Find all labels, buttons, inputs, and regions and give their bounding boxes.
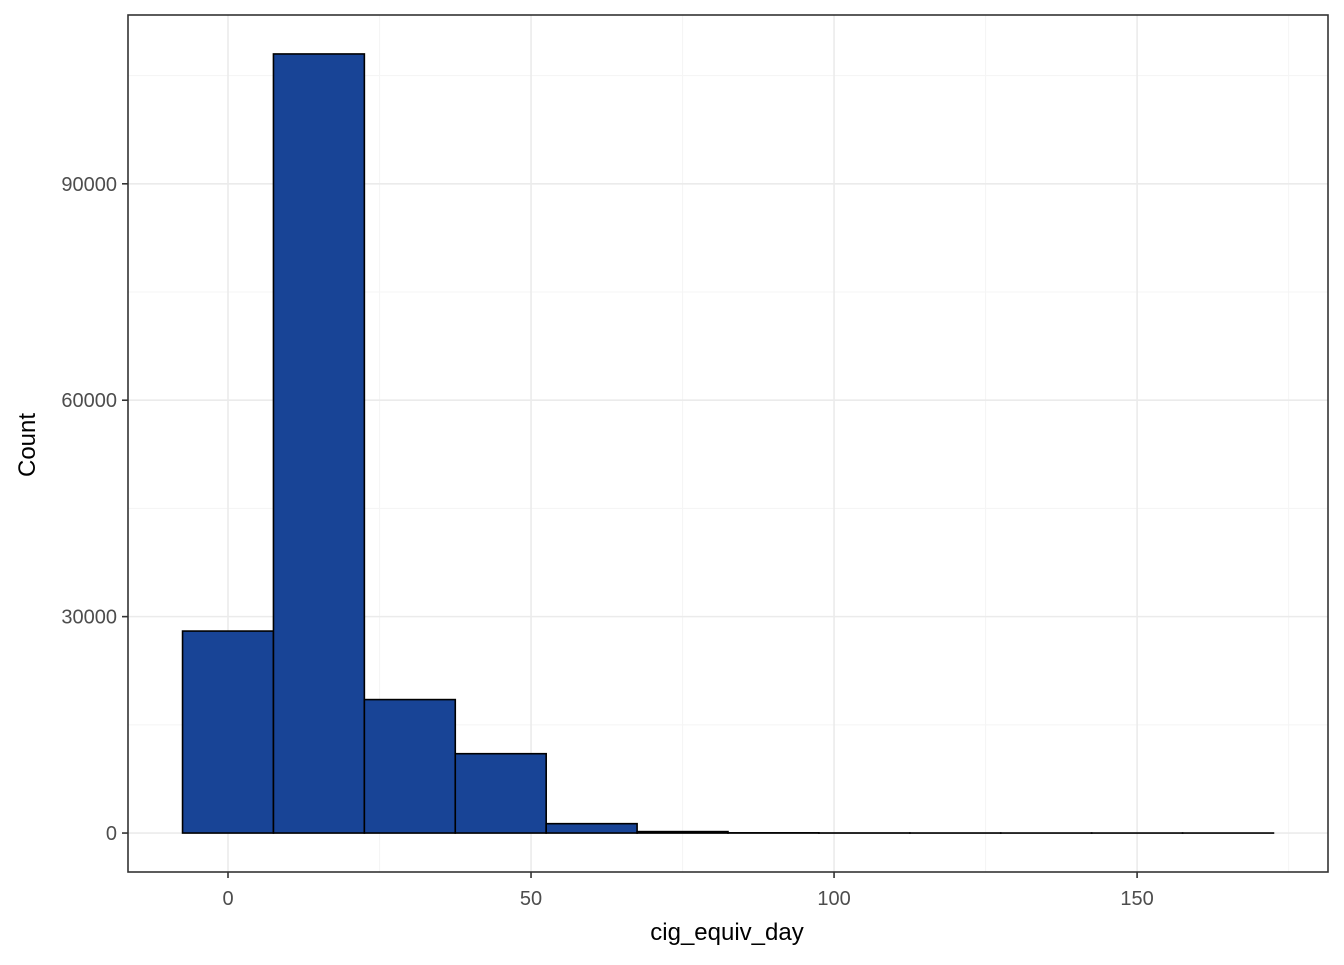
histogram-bars <box>183 54 1274 833</box>
x-axis-title: cig_equiv_day <box>650 919 803 946</box>
y-tick-label: 0 <box>106 823 117 845</box>
histogram-bar <box>637 832 728 833</box>
histogram-bar <box>455 754 546 833</box>
x-tick-label: 100 <box>817 888 850 910</box>
histogram-bar <box>273 54 364 833</box>
y-tick-label: 30000 <box>61 607 117 629</box>
y-tick-label: 60000 <box>61 390 117 412</box>
x-tick-label: 50 <box>520 888 542 910</box>
histogram-bar <box>546 824 637 833</box>
x-tick-label: 150 <box>1120 888 1153 910</box>
x-tick-label: 0 <box>222 888 233 910</box>
histogram-bar <box>364 700 455 833</box>
y-axis-title: Count <box>14 413 41 477</box>
y-tick-label: 90000 <box>61 174 117 196</box>
histogram-bar <box>183 631 274 833</box>
